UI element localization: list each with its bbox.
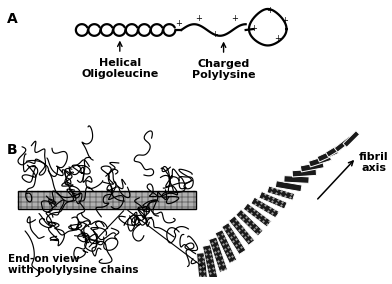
Polygon shape: [309, 154, 331, 167]
Polygon shape: [317, 148, 339, 162]
Polygon shape: [259, 191, 287, 209]
Polygon shape: [267, 186, 295, 200]
Polygon shape: [209, 237, 228, 272]
Text: End-on view
with polylysine chains: End-on view with polylysine chains: [8, 254, 139, 275]
Polygon shape: [222, 223, 246, 254]
Text: +: +: [250, 24, 257, 33]
Polygon shape: [251, 197, 279, 218]
Polygon shape: [275, 181, 302, 192]
Text: A: A: [6, 12, 17, 26]
Text: +: +: [274, 34, 281, 43]
Text: +: +: [231, 14, 238, 23]
Polygon shape: [196, 252, 208, 284]
Polygon shape: [203, 245, 218, 281]
Polygon shape: [229, 216, 255, 245]
Text: +: +: [175, 19, 182, 28]
Polygon shape: [326, 142, 346, 157]
Text: +: +: [195, 14, 202, 23]
Polygon shape: [343, 131, 359, 147]
Polygon shape: [300, 162, 324, 172]
Polygon shape: [243, 203, 271, 227]
Text: Charged
Polylysine: Charged Polylysine: [192, 59, 255, 80]
Text: fibril
axis: fibril axis: [359, 152, 388, 173]
Text: Helical
Oligoleucine: Helical Oligoleucine: [81, 58, 158, 80]
Bar: [18, 191, 196, 209]
Text: +: +: [281, 16, 289, 25]
Text: +: +: [212, 30, 218, 39]
Text: B: B: [6, 143, 17, 157]
Polygon shape: [334, 136, 353, 152]
Polygon shape: [284, 176, 309, 183]
Text: +: +: [266, 6, 273, 15]
Polygon shape: [236, 209, 263, 236]
Polygon shape: [215, 230, 237, 264]
Polygon shape: [292, 169, 316, 177]
